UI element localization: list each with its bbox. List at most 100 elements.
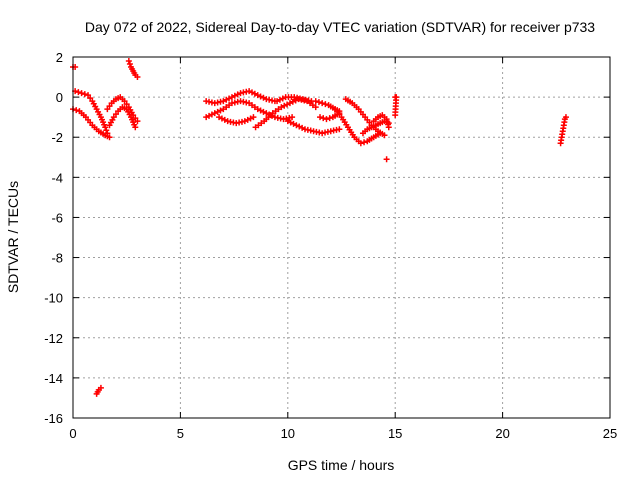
data-point bbox=[279, 95, 286, 102]
plot-frame bbox=[72, 56, 611, 419]
data-point bbox=[123, 101, 130, 108]
data-point bbox=[126, 61, 133, 68]
data-point bbox=[323, 116, 330, 123]
y-tick-label: -4 bbox=[51, 170, 63, 185]
data-point bbox=[260, 94, 267, 101]
series-arc-v bbox=[557, 114, 569, 147]
data-points bbox=[70, 58, 569, 397]
data-point bbox=[293, 122, 300, 129]
y-tick-label: -2 bbox=[51, 130, 63, 145]
data-point bbox=[260, 108, 267, 115]
chart-title: Day 072 of 2022, Sidereal Day-to-day VTE… bbox=[85, 19, 595, 35]
data-point bbox=[104, 106, 111, 113]
y-tick-label: -14 bbox=[44, 371, 63, 386]
data-point bbox=[319, 100, 326, 107]
data-point bbox=[317, 114, 324, 121]
data-point bbox=[208, 111, 215, 118]
data-point bbox=[381, 132, 388, 139]
data-point bbox=[134, 118, 141, 125]
series-arc-b bbox=[72, 88, 111, 137]
series-arc-l bbox=[274, 94, 315, 105]
data-point bbox=[97, 384, 104, 391]
data-point bbox=[284, 101, 291, 108]
data-point bbox=[103, 127, 110, 134]
x-tick-label: 20 bbox=[495, 426, 509, 441]
data-point bbox=[234, 91, 241, 98]
data-point bbox=[385, 124, 392, 131]
series-arc-s bbox=[370, 112, 392, 131]
x-tick-label: 5 bbox=[177, 426, 184, 441]
x-tick-label: 0 bbox=[69, 426, 76, 441]
data-point bbox=[312, 104, 319, 111]
data-point bbox=[132, 115, 139, 122]
data-point bbox=[257, 107, 264, 114]
data-point bbox=[336, 126, 343, 133]
data-point bbox=[106, 103, 113, 110]
data-point bbox=[289, 114, 296, 121]
data-point bbox=[312, 98, 319, 105]
x-axis-label: GPS time / hours bbox=[288, 457, 395, 473]
y-tick-label: -6 bbox=[51, 210, 63, 225]
data-point bbox=[241, 118, 248, 125]
series-arc-h bbox=[203, 88, 278, 107]
series-arc-d bbox=[106, 104, 139, 131]
series-arc-a bbox=[70, 106, 113, 141]
data-point bbox=[203, 114, 210, 121]
data-point bbox=[392, 112, 399, 119]
data-point bbox=[361, 139, 368, 146]
data-point bbox=[257, 93, 264, 100]
data-point bbox=[106, 134, 113, 141]
data-point bbox=[251, 90, 258, 97]
data-point bbox=[296, 123, 303, 130]
data-point bbox=[281, 102, 288, 109]
series-arc-g bbox=[93, 384, 104, 397]
data-point bbox=[218, 115, 225, 122]
data-point bbox=[322, 101, 329, 108]
series-arc-f bbox=[70, 64, 79, 71]
y-axis-label: SDTVAR / TECUs bbox=[5, 181, 21, 293]
data-point bbox=[134, 74, 141, 81]
series-arc-j bbox=[216, 114, 257, 127]
data-point bbox=[247, 115, 254, 122]
data-point bbox=[228, 94, 235, 101]
data-point bbox=[250, 114, 257, 121]
data-point bbox=[206, 112, 213, 119]
data-point bbox=[211, 110, 218, 117]
y-tick-label: -12 bbox=[44, 331, 63, 346]
data-point bbox=[244, 116, 251, 123]
data-point bbox=[290, 120, 297, 127]
data-point bbox=[73, 107, 80, 114]
data-point bbox=[81, 91, 88, 98]
data-point bbox=[299, 124, 306, 131]
series-arc-e bbox=[125, 58, 141, 81]
data-point bbox=[562, 114, 569, 121]
data-point bbox=[85, 92, 92, 99]
series-arc-t bbox=[383, 156, 390, 163]
data-point bbox=[231, 92, 238, 99]
data-point bbox=[121, 98, 128, 105]
y-tick-label: -8 bbox=[51, 251, 63, 266]
data-point bbox=[102, 124, 109, 131]
data-point bbox=[78, 90, 85, 97]
data-point bbox=[223, 96, 230, 103]
data-point bbox=[221, 116, 228, 123]
data-point bbox=[87, 95, 94, 102]
data-point bbox=[276, 96, 283, 103]
y-tick-label: -10 bbox=[44, 291, 63, 306]
data-point bbox=[320, 115, 327, 122]
data-point bbox=[326, 115, 333, 122]
data-point bbox=[226, 95, 233, 102]
x-tick-label: 15 bbox=[388, 426, 402, 441]
data-point bbox=[246, 88, 253, 95]
data-point bbox=[357, 140, 364, 147]
data-point bbox=[110, 114, 117, 121]
data-point bbox=[132, 124, 139, 131]
data-point bbox=[75, 89, 82, 96]
series-arc-m bbox=[284, 118, 343, 137]
series-arc-i bbox=[203, 98, 296, 123]
x-tick-label: 25 bbox=[603, 426, 617, 441]
x-tick-label: 10 bbox=[281, 426, 295, 441]
series-arc-u bbox=[392, 94, 400, 119]
data-point bbox=[112, 111, 119, 118]
